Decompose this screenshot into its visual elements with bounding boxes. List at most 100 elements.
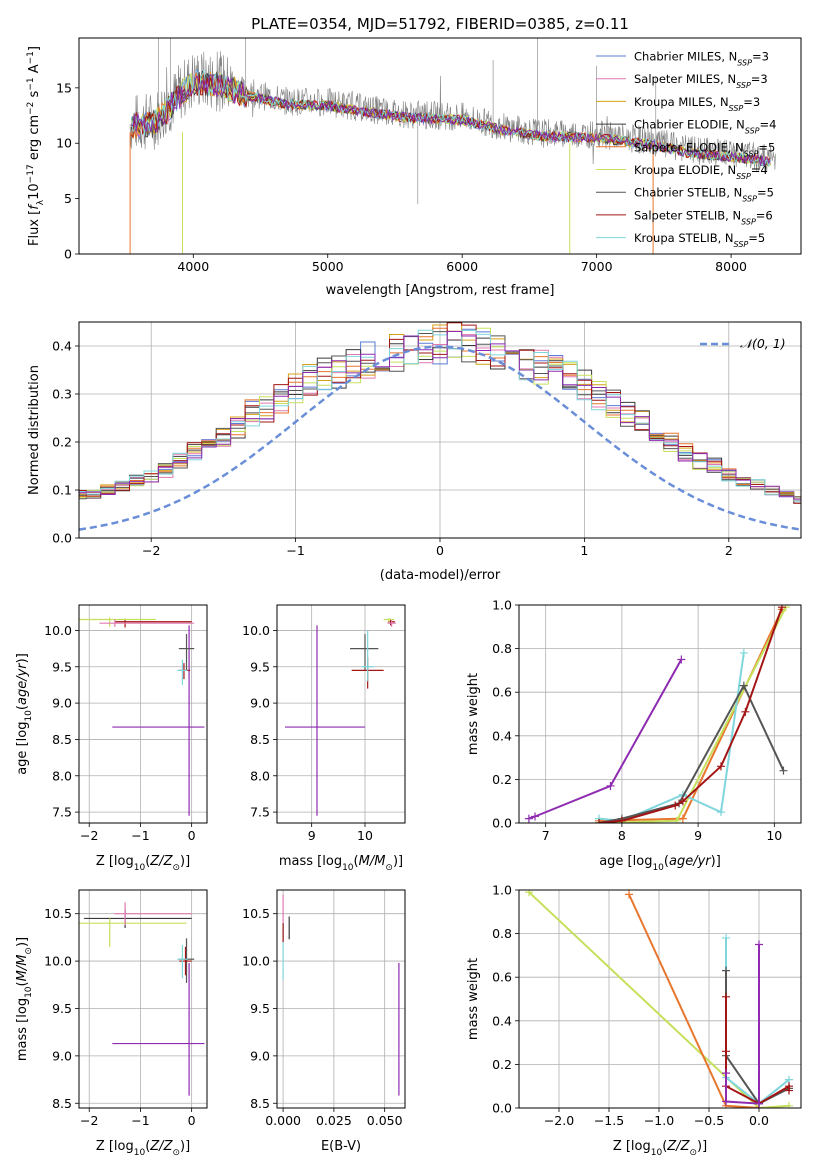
label-part: )] xyxy=(15,937,30,947)
x-tick-label: 10 xyxy=(766,828,782,843)
y-tick-label: 10.5 xyxy=(44,906,72,921)
gaussian-curve xyxy=(79,345,801,531)
legend-text: Chabrier STELIB, N xyxy=(634,186,742,200)
y-tick-label: 0.6 xyxy=(492,970,512,985)
y-tick-label: 8.0 xyxy=(52,768,72,783)
label-part: Z [log xyxy=(613,1139,651,1154)
plot-area xyxy=(129,38,776,254)
label-part: )] xyxy=(393,854,403,869)
legend-sub: SSP xyxy=(742,194,757,203)
y-axis-label: age [log10(age/yr)] xyxy=(15,653,34,775)
y-axis-label: mass weight xyxy=(466,673,481,755)
legend-label: Salpeter ELODIE, NSSP=5 xyxy=(634,140,775,158)
errorbar-point xyxy=(387,620,396,627)
y-tick-label: 1.0 xyxy=(492,598,512,613)
x-axis-label: age [log10(age/yr)] xyxy=(599,854,721,873)
label-part: ( xyxy=(354,854,359,869)
weight-marker xyxy=(716,762,725,771)
errorbar-point xyxy=(179,946,192,976)
label-part: age [log xyxy=(599,854,652,869)
legend-label: Salpeter MILES, NSSP=3 xyxy=(634,72,768,90)
errorbar-point xyxy=(177,659,188,685)
weight-marker xyxy=(739,648,748,657)
legend-label: Salpeter STELIB, NSSP=6 xyxy=(634,208,773,226)
y-tick-label: 0.2 xyxy=(52,435,72,450)
label-part: 10 xyxy=(651,1148,663,1158)
legend-sub: SSP xyxy=(736,172,751,181)
x-tick-label: 5000 xyxy=(312,259,344,274)
x-tick-label: 9 xyxy=(694,828,702,843)
y-tick-label: 9.5 xyxy=(52,1001,72,1016)
axes-frame xyxy=(518,889,802,1109)
weight-line-salpeter_stelib xyxy=(598,606,783,823)
legend-label: 𝒩(0, 1) xyxy=(740,336,786,351)
label-part: f xyxy=(27,203,42,210)
y-tick-label: 0.3 xyxy=(52,387,72,402)
label-part: )] xyxy=(180,854,190,869)
label-part: λ xyxy=(36,199,46,205)
x-tick-label: −1 xyxy=(131,1113,149,1128)
weight-marker xyxy=(606,781,615,790)
x-tick-label: 0.025 xyxy=(316,1113,352,1128)
y-tick-label: 7.5 xyxy=(250,805,270,820)
y-tick-label: 10.5 xyxy=(242,906,270,921)
y-tick-label: 10.0 xyxy=(242,623,270,638)
y-tick-label: 0.2 xyxy=(492,1057,512,1072)
axes-mass_vs_Z: −2 −1 08.59.09.510.010.5Z [log10(Z/Z⊙)]mas… xyxy=(15,889,208,1158)
legend-label: Chabrier ELODIE, NSSP=4 xyxy=(634,118,776,136)
legend-label: Chabrier STELIB, NSSP=5 xyxy=(634,186,774,204)
y-tick-label: 5 xyxy=(64,191,72,206)
weight-line-salpeter_elodie xyxy=(598,608,783,822)
x-tick-label: −1 xyxy=(286,543,304,558)
model-fit-kroupa_elodie xyxy=(130,72,771,167)
x-axis-label: E(B-V) xyxy=(321,1139,361,1154)
weight-marker xyxy=(595,819,604,823)
plot-area xyxy=(79,890,207,1108)
y-tick-label: 0.0 xyxy=(492,816,512,831)
label-part: ( xyxy=(662,1139,667,1154)
x-axis-label: mass [log10(M/M⊙)] xyxy=(279,854,403,873)
weight-marker xyxy=(678,797,687,806)
legend-eq: =4 xyxy=(751,163,768,177)
axes-frame xyxy=(78,321,802,539)
y-tick-label: 0 xyxy=(64,247,72,262)
x-tick-label: −1.5 xyxy=(594,1113,624,1128)
x-tick-label: 0.0 xyxy=(749,1113,769,1128)
errorbar-point xyxy=(178,634,195,671)
label-part: 10 xyxy=(27,183,42,200)
label-part: −2 xyxy=(26,102,36,115)
plot-area xyxy=(79,605,207,823)
x-tick-label: 0.050 xyxy=(367,1113,403,1128)
weight-marker xyxy=(722,1069,730,1078)
legend-sub: SSP xyxy=(729,103,744,112)
y-tick-label: 0.8 xyxy=(492,926,512,941)
weight-marker xyxy=(779,766,788,775)
x-tick-label: −2.0 xyxy=(544,1113,574,1128)
label-part: 10 xyxy=(342,863,354,873)
y-tick-label: 1.0 xyxy=(492,883,512,898)
plot-area xyxy=(79,322,801,538)
y-tick-label: 0.0 xyxy=(492,1101,512,1116)
legend-text: Salpeter STELIB, N xyxy=(634,208,741,222)
axes-frame xyxy=(78,604,208,824)
label-part: ⊙ xyxy=(172,863,180,873)
label-part: M/M xyxy=(15,955,30,982)
x-tick-label: 0 xyxy=(188,828,196,843)
plot-area xyxy=(277,890,405,1108)
weight-line-purple xyxy=(725,944,760,1105)
plot-area xyxy=(519,605,801,823)
weight-marker xyxy=(722,1097,730,1106)
y-tick-label: 9.0 xyxy=(52,696,72,711)
y-tick-label: 9.5 xyxy=(250,1001,270,1016)
weight-marker xyxy=(722,992,730,1001)
y-tick-label: 9.0 xyxy=(250,1048,270,1063)
y-tick-label: 15 xyxy=(56,80,72,95)
label-part: Z [log xyxy=(96,1139,134,1154)
x-axis-label: wavelength [Angstrom, rest frame] xyxy=(326,283,555,298)
weight-line-kroupa_elodie xyxy=(528,891,790,1108)
label-part: −1 xyxy=(26,77,36,90)
x-tick-label: 7 xyxy=(542,828,550,843)
y-tick-label: 0.1 xyxy=(52,483,72,498)
label-part: ( xyxy=(145,1139,150,1154)
x-tick-label: −1 xyxy=(131,828,149,843)
